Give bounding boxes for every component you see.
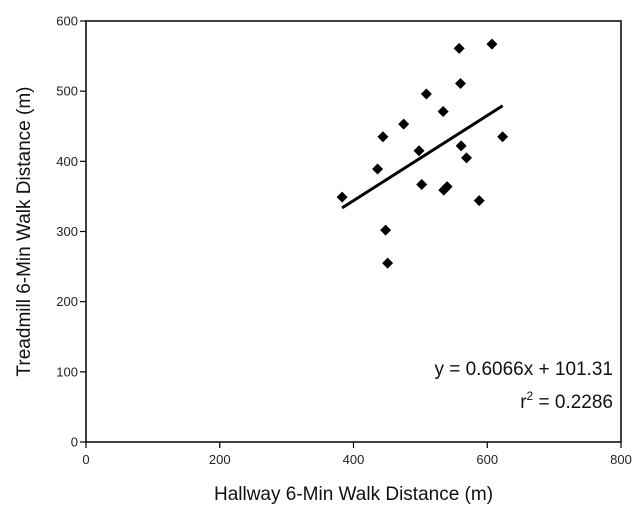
y-tick-label: 500 [56,84,78,99]
data-point [453,42,465,54]
data-point [382,257,394,269]
data-point [372,163,384,175]
y-tick-label: 200 [56,294,78,309]
data-point [416,178,428,190]
r2-superscript: 2 [527,389,534,403]
data-point [398,118,410,130]
y-tick-label: 600 [56,14,78,29]
data-point [455,77,466,89]
data-point [497,131,509,143]
data-point [420,88,432,100]
data-point [336,191,348,203]
y-tick-label: 400 [56,154,78,169]
trendline [341,104,504,210]
y-axis-label: Treadmill 6-Min Walk Distance (m) [14,87,35,377]
y-tick-label: 300 [56,224,78,239]
data-point [441,181,453,193]
data-point [437,106,449,118]
r2-prefix: r [520,392,527,413]
x-tick-label: 800 [610,452,632,467]
x-tick-label: 200 [209,452,231,467]
data-point [377,131,389,143]
r2-value: = 0.2286 [533,392,613,413]
data-point [486,38,498,50]
y-tick-label: 100 [56,364,78,379]
r-squared-annotation: r2 = 0.2286 [520,389,613,413]
data-point [473,195,485,207]
x-axis-label: Hallway 6-Min Walk Distance (m) [214,484,493,505]
y-tick-label: 0 [71,435,78,450]
x-tick-label: 400 [343,452,365,467]
x-axis-ticks: 0 200 400 600 800 [82,442,632,467]
data-points [336,38,509,269]
x-tick-label: 600 [476,452,498,467]
equation-annotation: y = 0.6066x + 101.31 [434,359,613,380]
data-point [461,152,473,164]
y-axis-ticks: 0 100 200 300 400 500 600 [56,14,86,450]
data-point [455,140,467,152]
x-tick-label: 0 [82,452,89,467]
data-point [413,145,425,157]
data-point [380,224,392,236]
